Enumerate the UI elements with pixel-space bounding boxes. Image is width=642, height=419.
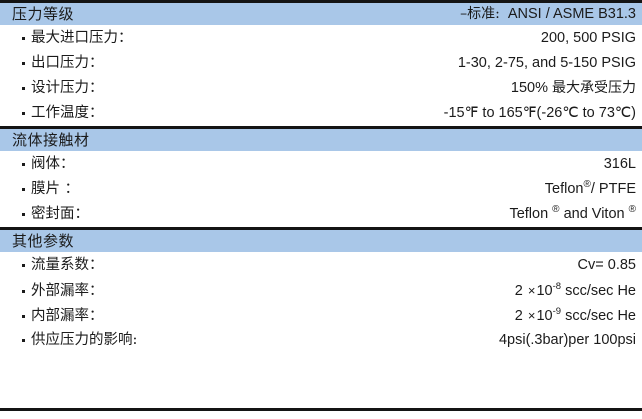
spec-value: Teflon®/ PTFE	[545, 177, 636, 202]
section-rows: 最大进口压力： 200, 500 PSIG 出口压力： 1-30, 2-75, …	[0, 25, 642, 126]
spec-row: 阀体： 316L	[0, 152, 642, 177]
spec-section-other-parameters: 其他参数 流量系数： Cv= 0.85 外部漏率： 2 ×10-8 scc/se…	[0, 227, 642, 353]
value-unit: scc/sec He	[561, 283, 636, 299]
spec-value: Teflon ® and Viton ®	[509, 202, 636, 227]
bottom-divider	[0, 408, 642, 411]
spec-value: 316L	[603, 156, 636, 172]
spec-label: 外部漏率：	[22, 279, 104, 304]
spec-row: 出口压力： 1-30, 2-75, and 5-150 PSIG	[0, 51, 642, 76]
multiply-icon: ×	[527, 308, 536, 323]
spec-row: 供应压力的影响: 4psi(.3bar)per 100psi	[0, 328, 642, 353]
section-title: 流体接触材	[12, 130, 90, 149]
spec-row: 密封面： Teflon ® and Viton ®	[0, 202, 642, 227]
spec-row: 最大进口压力： 200, 500 PSIG	[0, 26, 642, 51]
value-suffix: and Viton	[559, 206, 629, 222]
value-exponent: -9	[552, 306, 562, 318]
value-mantissa: 2	[514, 283, 527, 299]
value-exponent: -8	[552, 281, 562, 293]
spec-row: 设计压力： 150% 最大承受压力	[0, 76, 642, 101]
spec-value: 2 ×10-8 scc/sec He	[515, 278, 636, 304]
spec-label: 阀体：	[22, 152, 75, 177]
spec-label: 密封面：	[22, 202, 89, 227]
section-title: 压力等级	[12, 4, 75, 23]
spec-value: 150% 最大承受压力	[511, 76, 636, 101]
spec-value: 1-30, 2-75, and 5-150 PSIG	[457, 55, 636, 71]
spec-label: 膜片 ：	[22, 177, 79, 202]
spec-value: -15℉ to 165℉(-26℃ to 73℃)	[443, 105, 636, 121]
multiply-icon: ×	[527, 283, 536, 298]
value-brand: Teflon	[509, 206, 553, 222]
section-header-band: 其他参数	[0, 227, 642, 252]
section-header-band: 压力等级 –标准: ANSI / ASME B31.3	[0, 0, 642, 25]
section-rows: 阀体： 316L 膜片 ： Teflon®/ PTFE 密封面： Teflon …	[0, 151, 642, 227]
spec-row: 工作温度： -15℉ to 165℉(-26℃ to 73℃)	[0, 101, 642, 126]
spec-label: 最大进口压力：	[22, 26, 133, 51]
spec-label: 设计压力：	[22, 76, 104, 101]
value-number: 150%	[510, 80, 548, 96]
section-standard-note: –标准: ANSI / ASME B31.3	[460, 5, 636, 22]
spec-label: 工作温度：	[22, 101, 104, 126]
spec-value: 200, 500 PSIG	[540, 30, 636, 46]
value-unit: scc/sec He	[561, 308, 636, 324]
value-suffix: / PTFE	[590, 181, 636, 197]
spec-label: 供应压力的影响:	[22, 328, 137, 353]
spec-label: 流量系数：	[22, 253, 104, 278]
spec-row: 膜片 ： Teflon®/ PTFE	[0, 177, 642, 202]
spec-value: 2 ×10-9 scc/sec He	[515, 303, 636, 329]
section-title: 其他参数	[12, 231, 75, 250]
value-text: 最大承受压力	[552, 80, 636, 96]
value-brand: Teflon	[544, 181, 584, 197]
spec-value: Cv= 0.85	[577, 257, 636, 273]
spec-label: 出口压力：	[22, 51, 104, 76]
section-header-band: 流体接触材	[0, 126, 642, 151]
section-rows: 流量系数： Cv= 0.85 外部漏率： 2 ×10-8 scc/sec He …	[0, 252, 642, 353]
spec-row: 内部漏率： 2 ×10-9 scc/sec He	[0, 303, 642, 328]
value-base: 10	[536, 308, 553, 324]
value-mantissa: 2	[514, 308, 527, 324]
registered-trademark-icon: ®	[552, 204, 560, 216]
registered-trademark-icon: ®	[628, 204, 636, 216]
spec-section-wetted-materials: 流体接触材 阀体： 316L 膜片 ： Teflon®/ PTFE 密封面： T…	[0, 126, 642, 227]
value-base: 10	[536, 283, 553, 299]
registered-trademark-icon: ®	[583, 179, 591, 191]
spec-value: 4psi(.3bar)per 100psi	[498, 332, 636, 348]
spec-row: 外部漏率： 2 ×10-8 scc/sec He	[0, 278, 642, 303]
spec-section-pressure-rating: 压力等级 –标准: ANSI / ASME B31.3 最大进口压力： 200,…	[0, 0, 642, 126]
spec-row: 流量系数： Cv= 0.85	[0, 253, 642, 278]
spec-label: 内部漏率：	[22, 304, 104, 329]
